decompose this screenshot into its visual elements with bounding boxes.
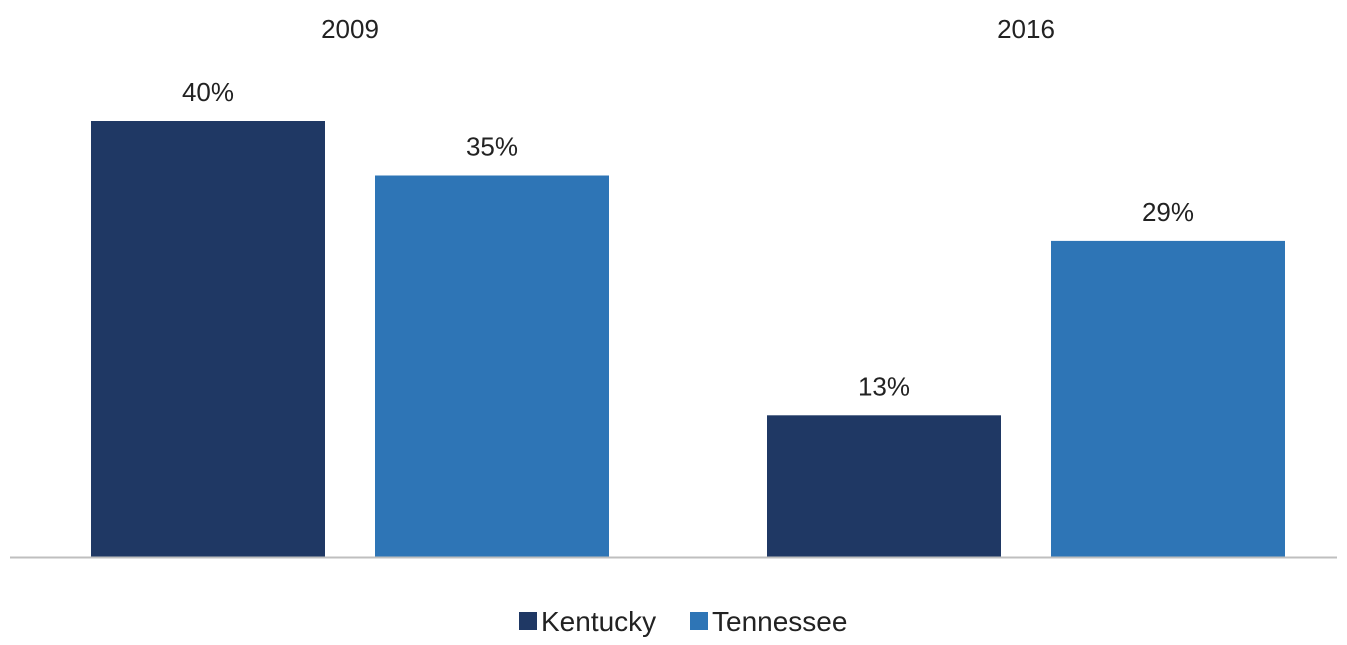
value-labels: 40% 35% 13% 29%: [182, 77, 1194, 401]
bars: [91, 121, 1285, 557]
legend-swatch-tennessee: [690, 612, 708, 630]
bar-tennessee-2009: [375, 175, 609, 557]
category-labels: 2009 2016: [321, 14, 1055, 44]
category-label-2016: 2016: [997, 14, 1055, 44]
value-label-tennessee-2009: 35%: [466, 132, 518, 162]
category-label-2009: 2009: [321, 14, 379, 44]
value-label-tennessee-2016: 29%: [1142, 197, 1194, 227]
bar-kentucky-2009: [91, 121, 325, 557]
legend-swatch-kentucky: [519, 612, 537, 630]
value-label-kentucky-2016: 13%: [858, 371, 910, 401]
legend-label-tennessee: Tennessee: [712, 606, 847, 637]
legend-label-kentucky: Kentucky: [541, 606, 656, 637]
bar-tennessee-2016: [1051, 240, 1285, 557]
legend: Kentucky Tennessee: [519, 606, 847, 637]
value-label-kentucky-2009: 40%: [182, 77, 234, 107]
bar-kentucky-2016: [767, 415, 1001, 557]
